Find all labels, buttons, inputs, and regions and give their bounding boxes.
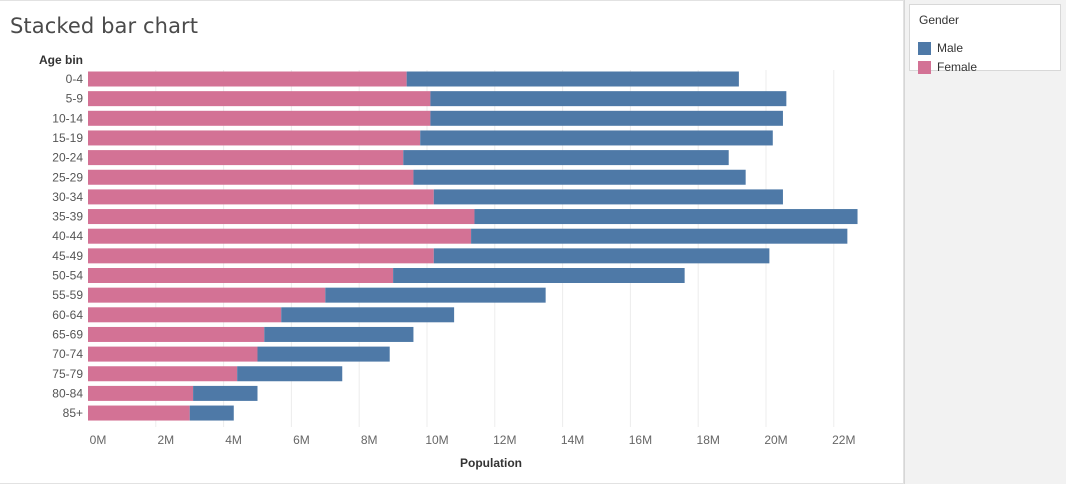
y-tick-label: 85+ — [63, 406, 83, 420]
bar-female — [88, 307, 282, 323]
bar-male — [471, 228, 848, 244]
bar-female — [88, 326, 265, 342]
bar-female — [88, 366, 238, 382]
x-tick-label: 4M — [225, 433, 242, 447]
bar-male — [193, 385, 258, 401]
bar-male — [393, 268, 685, 283]
bar-female — [88, 228, 472, 244]
bar-female — [88, 169, 414, 185]
y-axis-title: Age bin — [39, 53, 83, 67]
bar-female — [88, 71, 407, 87]
y-tick-label: 0-4 — [66, 72, 84, 86]
chart-title: Stacked bar chart — [10, 14, 199, 38]
bar-male — [257, 346, 390, 362]
x-tick-label: 22M — [832, 433, 855, 447]
bar-male — [189, 405, 234, 421]
bar-female — [88, 385, 194, 401]
y-tick-label: 55-59 — [52, 288, 83, 302]
bar-female — [88, 405, 190, 421]
bar-male — [264, 326, 414, 342]
bar-male — [433, 189, 783, 205]
bar-male — [474, 209, 858, 225]
y-tick-label: 40-44 — [52, 229, 83, 243]
legend-panel — [904, 0, 1066, 484]
bar-female — [88, 189, 434, 205]
x-tick-label: 6M — [293, 433, 310, 447]
bar-male — [403, 150, 729, 166]
bar-female — [88, 346, 258, 362]
y-tick-label: 5-9 — [66, 92, 84, 106]
legend-label-female: Female — [937, 60, 978, 74]
x-tick-label: 8M — [361, 433, 378, 447]
x-tick-label: 14M — [561, 433, 584, 447]
legend-item-male[interactable]: Male — [918, 40, 963, 56]
x-tick-label: 20M — [764, 433, 787, 447]
bar-female — [88, 268, 394, 283]
bar-male — [325, 287, 546, 303]
bar-female — [88, 248, 434, 264]
y-tick-label: 70-74 — [52, 347, 83, 361]
y-tick-label: 35-39 — [52, 210, 83, 224]
bar-female — [88, 287, 326, 303]
bar-female — [88, 91, 431, 107]
bar-male — [406, 71, 739, 87]
bar-female — [88, 110, 431, 126]
bar-female — [88, 209, 475, 225]
y-tick-label: 60-64 — [52, 308, 83, 322]
y-tick-label: 25-29 — [52, 170, 83, 184]
x-tick-label: 12M — [493, 433, 516, 447]
bar-male — [281, 307, 455, 323]
x-tick-label: 0M — [90, 433, 107, 447]
stacked-bar-chart: 0M 2M 4M 6M 8M 10M 12M 14M 16M 18M 20M 22M Age bin Po… — [39, 53, 858, 470]
x-tick-label: 16M — [629, 433, 652, 447]
y-tick-label: 15-19 — [52, 131, 83, 145]
bar-male — [430, 110, 783, 126]
legend-title: Gender — [919, 13, 960, 27]
y-tick-label: 30-34 — [52, 190, 83, 204]
y-tick-label: 20-24 — [52, 151, 83, 165]
y-tick-label: 75-79 — [52, 367, 83, 381]
legend-swatch-female — [918, 60, 931, 74]
y-tick-label: 45-49 — [52, 249, 83, 263]
bar-female — [88, 150, 404, 166]
y-tick-label: 10-14 — [52, 111, 83, 125]
bar-male — [420, 130, 773, 146]
x-axis-title: Population — [460, 456, 522, 470]
x-tick-label: 10M — [425, 433, 448, 447]
bar-female — [88, 130, 421, 146]
y-tick-label: 80-84 — [52, 386, 83, 400]
bar-male — [413, 169, 746, 185]
legend-box: Gender Male Female — [909, 4, 1061, 74]
x-tick-label: 2M — [157, 433, 174, 447]
y-tick-label: 65-69 — [52, 327, 83, 341]
bar-male — [237, 366, 343, 382]
bar-male — [433, 248, 770, 264]
legend-swatch-male — [918, 41, 931, 55]
y-tick-label: 50-54 — [52, 269, 83, 283]
legend-item-female[interactable]: Female — [918, 59, 977, 75]
bar-male — [430, 91, 787, 107]
x-tick-label: 18M — [697, 433, 720, 447]
legend-label-male: Male — [937, 41, 964, 55]
